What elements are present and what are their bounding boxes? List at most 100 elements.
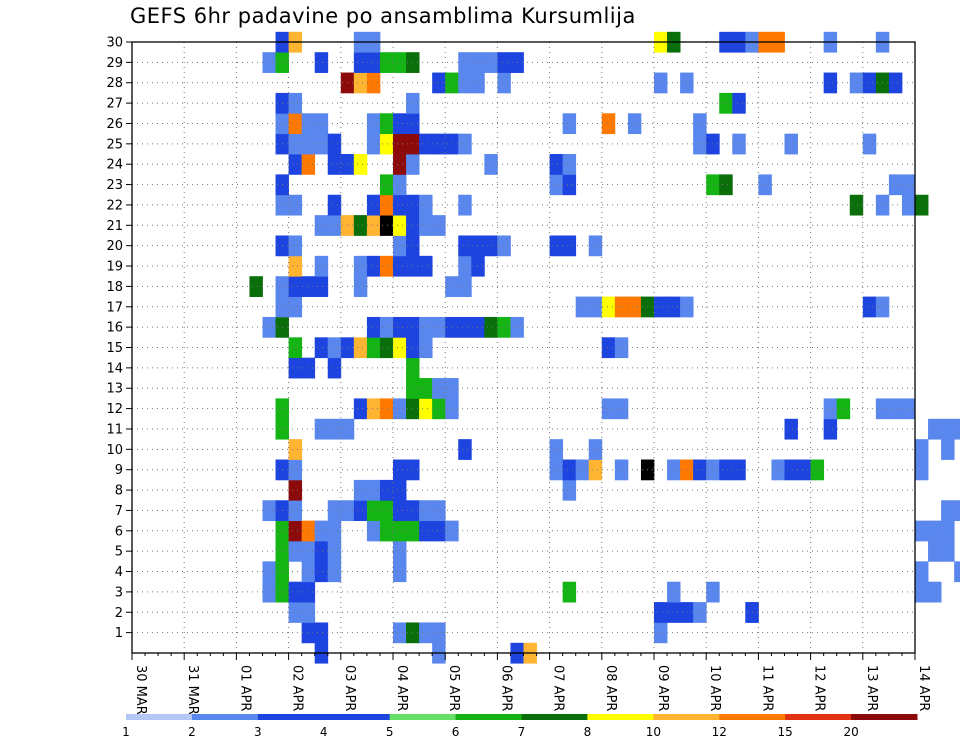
legend-label: 15 (778, 725, 793, 739)
heatmap-cell (353, 215, 368, 236)
heatmap-cell (901, 194, 916, 216)
x-tick-label: 09 APR (655, 665, 670, 711)
heatmap-cell (823, 398, 838, 420)
y-tick-label: 14 (106, 361, 123, 376)
heatmap-cell (393, 255, 407, 277)
heatmap-cell (445, 520, 459, 542)
heatmap-cell (562, 113, 577, 135)
y-tick-label: 10 (106, 443, 123, 458)
heatmap-cell (379, 500, 394, 522)
heatmap-cell (458, 194, 472, 216)
heatmap-cell (393, 337, 407, 359)
heatmap-cell (314, 276, 329, 297)
heatmap-cell (888, 174, 903, 196)
heatmap-cell (379, 174, 394, 196)
heatmap-cell (288, 602, 303, 623)
x-tick-label: 10 APR (707, 665, 722, 711)
heatmap-cell (849, 72, 864, 94)
heatmap-cell (301, 561, 316, 583)
x-tick-label: 07 APR (551, 665, 566, 711)
y-tick-label: 30 (106, 36, 123, 51)
heatmap-cell (601, 113, 616, 135)
heatmap-cell (366, 52, 381, 73)
heatmap-cell (301, 581, 316, 603)
heatmap-cell (379, 215, 394, 236)
heatmap-cell (419, 255, 433, 277)
heatmap-cell (314, 52, 329, 73)
y-tick-label: 8 (115, 484, 123, 499)
heatmap-cell (419, 622, 433, 644)
heatmap-cell (393, 194, 407, 216)
heatmap-cell (366, 520, 381, 542)
heatmap-cell (432, 500, 446, 522)
heatmap-cell (862, 296, 877, 318)
heatmap-cell (862, 133, 877, 155)
heatmap-cell (445, 72, 459, 94)
heatmap-cell (379, 316, 394, 338)
legend-swatch (389, 714, 457, 720)
x-tick-label: 03 APR (342, 665, 357, 711)
heatmap-cell (288, 154, 303, 175)
heatmap-cell (562, 459, 577, 481)
y-tick-label: 15 (106, 341, 123, 356)
legend-label: 6 (452, 725, 460, 739)
heatmap-cell (288, 255, 303, 277)
heatmap-cell (432, 215, 446, 236)
heatmap-cell (667, 602, 681, 623)
y-tick-label: 21 (106, 219, 123, 234)
heatmap-cell (458, 52, 472, 73)
heatmap-cell (484, 235, 498, 257)
heatmap-cell (693, 602, 707, 623)
heatmap-cell (327, 500, 342, 522)
heatmap-cell (484, 154, 498, 175)
legend-swatch (719, 714, 786, 720)
heatmap-cell (601, 296, 616, 318)
heatmap-cell (327, 418, 342, 440)
heatmap-cell (693, 459, 707, 481)
heatmap-cell (419, 133, 433, 155)
x-tick-label: 02 APR (290, 665, 305, 711)
heatmap-cell (288, 276, 303, 297)
heatmap-cell (497, 72, 511, 94)
heatmap-cell (941, 418, 955, 440)
axes: 1234567891011121314151617181920212223242… (106, 36, 931, 715)
heatmap-cell (562, 154, 577, 175)
heatmap-cell (327, 540, 342, 562)
grid-lines (132, 41, 915, 653)
heatmap-cell (445, 398, 459, 420)
heatmap-cell (667, 459, 681, 481)
heatmap-cell (419, 215, 433, 236)
heatmap-cell (667, 581, 681, 603)
heatmap-cell (445, 316, 459, 338)
heatmap-cell (941, 439, 955, 460)
heatmap-cell (327, 154, 342, 175)
heatmap-cell (484, 52, 498, 73)
x-tick-label: 12 APR (812, 665, 827, 711)
heatmap-cell (445, 276, 459, 297)
legend-label: 7 (518, 725, 526, 739)
heatmap-cell (941, 540, 955, 562)
heatmap-cell (484, 316, 498, 338)
heatmap-cell (601, 337, 616, 359)
heatmap-cell (680, 459, 694, 481)
heatmap-cell (915, 581, 929, 603)
chart-title: GEFS 6hr padavine po ansamblima Kursumli… (130, 4, 636, 28)
y-tick-label: 9 (115, 463, 123, 478)
heatmap-cell (353, 255, 368, 277)
legend-label: 12 (712, 725, 727, 739)
heatmap-cell (497, 52, 511, 73)
heatmap-cell (314, 215, 329, 236)
legend-swatch (126, 714, 193, 720)
heatmap-cell (862, 72, 877, 94)
x-tick-label: 04 APR (394, 665, 409, 711)
heatmap-cell (301, 540, 316, 562)
legend-swatch (323, 714, 391, 720)
heatmap-cell (366, 215, 381, 236)
heatmap-cell (366, 479, 381, 501)
heatmap-cell (288, 520, 303, 542)
y-tick-label: 28 (106, 76, 123, 91)
heatmap-cell (823, 72, 838, 94)
heatmap-cell (366, 255, 381, 277)
heatmap-cell (719, 92, 733, 114)
heatmap-cell (419, 500, 433, 522)
